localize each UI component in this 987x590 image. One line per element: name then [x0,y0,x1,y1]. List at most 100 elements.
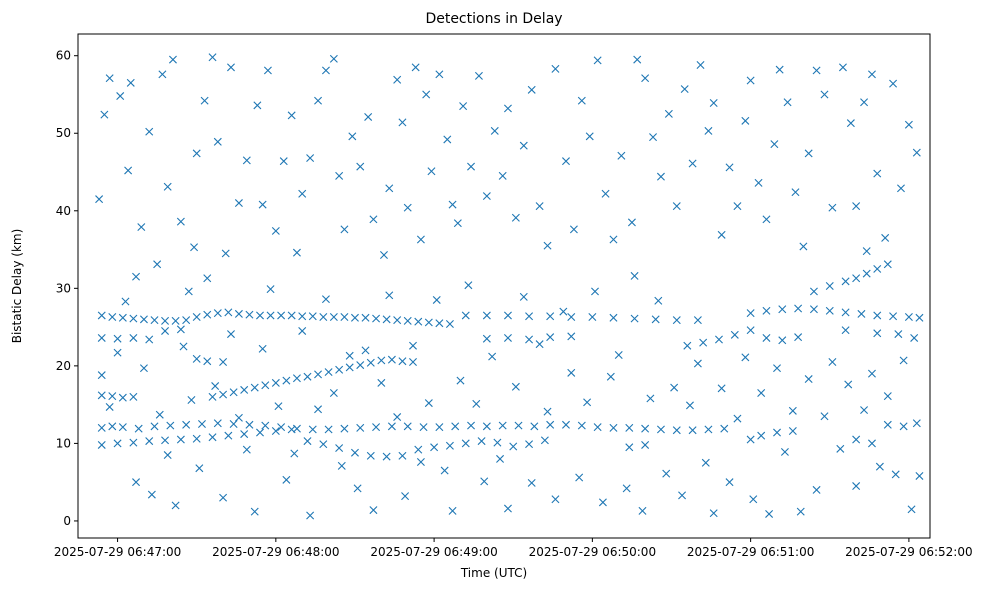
data-point [622,484,631,493]
data-point [451,422,460,431]
data-point [213,419,222,428]
data-point [709,509,718,518]
data-point [474,71,483,80]
data-point [575,473,584,482]
data-point [409,341,417,350]
data-point [519,141,528,150]
data-point [234,413,243,422]
data-point [852,482,861,491]
data-points [95,53,924,520]
data-point [219,357,228,366]
data-point [551,495,560,504]
data-point [401,492,410,501]
data-point [221,249,230,258]
data-point [509,442,518,451]
data-point [372,423,381,432]
data-point [435,319,444,328]
data-point [292,248,301,257]
data-point [192,149,201,158]
data-point [841,277,850,286]
data-point [414,317,423,326]
data-point [424,318,433,327]
data-point [234,309,243,318]
data-point [862,247,871,256]
data-point [725,163,734,172]
data-point [503,333,512,342]
data-point [377,356,386,365]
data-point [250,507,259,516]
x-tick-label: 2025-07-29 06:51:00 [687,545,814,559]
data-point [609,235,618,244]
data-point [527,478,536,487]
data-point [725,478,734,487]
data-point [498,171,507,180]
y-tick-label: 10 [56,436,71,450]
data-point [129,438,138,447]
data-point [263,66,272,75]
data-point [176,325,185,334]
data-point [546,333,555,342]
data-point [393,75,402,84]
data-point [488,352,497,361]
data-point [883,260,892,269]
data-point [749,495,758,504]
data-point [124,166,133,175]
data-point [804,375,813,384]
data-point [321,295,330,304]
data-point [683,341,692,350]
data-point [319,440,328,449]
data-point [303,437,312,446]
data-point [385,291,394,300]
data-point [820,90,829,99]
data-point [306,154,315,163]
data-point [577,96,586,105]
data-point [609,313,618,322]
data-point [896,184,905,193]
data-point [670,383,679,392]
data-point [852,435,861,444]
data-point [208,433,217,442]
data-point [649,133,658,142]
y-axis-label: Bistatic Delay (km) [10,229,24,344]
data-point [113,439,122,448]
data-point [356,361,365,370]
data-point [525,312,534,321]
data-point [240,385,249,394]
data-point [192,354,201,363]
data-point [329,54,338,63]
data-point [356,162,365,171]
data-point [754,178,763,187]
data-point [245,310,254,319]
data-point [641,424,650,433]
data-point [271,378,280,387]
data-point [717,230,726,239]
data-point [271,427,280,435]
data-point [97,440,106,449]
data-point [809,287,818,296]
data-point [511,382,520,391]
data-point [145,335,154,344]
data-point [118,393,127,402]
data-point [561,420,570,429]
data-point [197,420,206,429]
data-point [350,448,359,457]
data-point [836,444,845,453]
data-point [746,76,755,85]
data-point [598,498,607,507]
data-point [298,189,307,198]
data-point [765,509,774,518]
data-point [699,338,708,347]
data-point [783,98,792,107]
data-point [132,478,141,487]
data-point [353,484,362,493]
data-point [200,96,209,105]
data-point [129,314,138,323]
data-point [904,120,913,129]
data-point [256,428,264,437]
x-tick-label: 2025-07-29 06:52:00 [845,545,972,559]
data-point [535,202,544,211]
data-point [503,504,512,513]
data-point [559,307,568,316]
data-point [480,477,489,486]
data-point [867,70,876,79]
